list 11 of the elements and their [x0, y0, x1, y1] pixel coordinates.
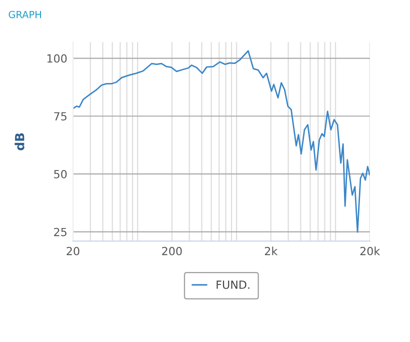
chart-title: GRAPH: [8, 10, 41, 18]
x-tick-label: 200: [162, 246, 182, 256]
y-tick-label: 25: [54, 228, 66, 236]
x-tick-label: 20k: [360, 246, 380, 256]
y-tick-label: 100: [47, 54, 67, 63]
y-tick-label: 75: [54, 112, 66, 121]
legend-label: FUND.: [216, 280, 250, 289]
y-tick-label: 50: [54, 170, 67, 178]
x-tick-label: 20: [66, 246, 80, 256]
y-axis-title: dB: [14, 133, 24, 150]
x-tick-label: 2k: [264, 246, 278, 256]
